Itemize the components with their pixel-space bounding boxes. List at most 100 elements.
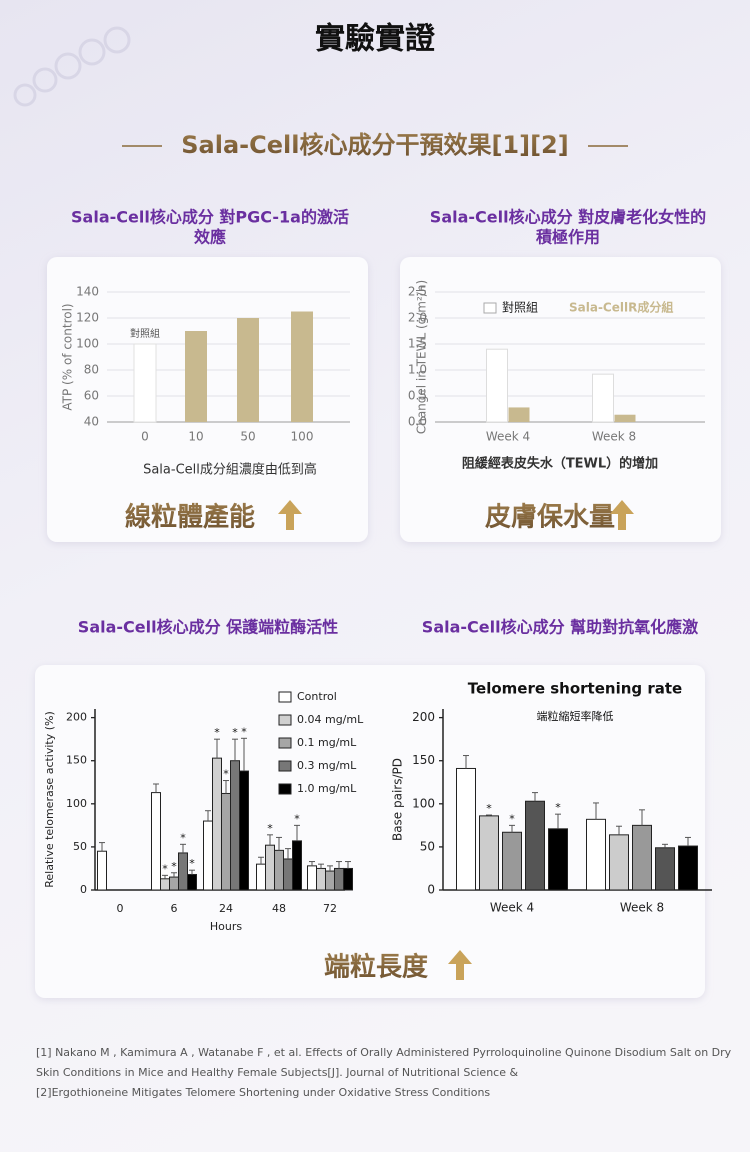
- legend-label: 0.04 mg/mL: [297, 713, 364, 726]
- x-tick-label: 48: [272, 902, 286, 915]
- significance: *: [241, 725, 247, 738]
- panel-title: Sala-Cell核心成分 對皮膚老化女性的: [430, 208, 706, 227]
- legend-label: Control: [297, 690, 337, 703]
- legend-label: 0.1 mg/mL: [297, 736, 357, 749]
- bar: [212, 757, 222, 891]
- bar: [479, 815, 499, 891]
- significance: *: [486, 802, 492, 815]
- up-arrow: [278, 500, 302, 530]
- y-axis-label: Changel in TEWL (g/m²/h): [415, 280, 429, 434]
- annotation: 對照組: [130, 327, 160, 340]
- significance: *: [171, 860, 177, 873]
- x-tick-label: 100: [291, 430, 314, 444]
- bar: [239, 770, 249, 891]
- significance: *: [189, 857, 195, 870]
- y-tick-label: 2.5: [408, 285, 427, 299]
- y-tick-label: 200: [66, 711, 87, 724]
- significance: *: [214, 726, 220, 739]
- bar: [316, 867, 326, 891]
- x-tick-label: 0: [141, 430, 149, 444]
- bar: [256, 863, 266, 891]
- bar: [678, 845, 698, 891]
- up-arrow: [448, 950, 472, 980]
- bar: [97, 850, 107, 891]
- y-tick-label: 40: [84, 415, 99, 429]
- y-tick-label: 50: [420, 839, 435, 853]
- bar: [160, 878, 170, 891]
- y-axis-label: Relative telomerase activity (%): [43, 711, 56, 888]
- bar: [230, 760, 240, 891]
- significance: *: [223, 768, 229, 781]
- bar: [221, 792, 231, 891]
- reference: Skin Conditions in Mice and Healthy Fema…: [36, 1066, 518, 1079]
- panel-title: Sala-Cell核心成分 保護端粒酶活性: [78, 618, 338, 637]
- bar: [133, 343, 157, 423]
- bar: [508, 407, 530, 422]
- bar: [237, 318, 259, 422]
- bar: [178, 852, 188, 891]
- x-tick-label: Week 4: [490, 901, 534, 915]
- legend-swatch: [278, 783, 292, 795]
- y-tick-label: 0: [80, 883, 87, 896]
- x-tick-label: Week 8: [592, 430, 636, 444]
- y-tick-label: 60: [84, 389, 99, 403]
- legend-label: 對照組: [502, 301, 538, 315]
- legend-swatch: [278, 760, 292, 772]
- decor-bubbles: [13, 26, 131, 107]
- y-tick-label: 50: [73, 840, 87, 853]
- bar: [343, 867, 353, 891]
- bar: [502, 831, 522, 891]
- panel: [400, 257, 721, 542]
- x-axis-label: 阻緩經表皮失水（TEWL）的增加: [462, 456, 658, 472]
- bar: [291, 311, 313, 422]
- highlight: 端粒長度: [324, 952, 428, 983]
- y-tick-label: 200: [412, 710, 435, 724]
- panel-title: 積極作用: [535, 228, 600, 247]
- x-tick-label: 50: [240, 430, 255, 444]
- y-tick-label: 2.0: [408, 311, 427, 325]
- legend-label: 1.0 mg/mL: [297, 782, 357, 795]
- y-axis-label: ATP (% of control): [61, 303, 75, 410]
- bar: [169, 876, 179, 891]
- y-tick-label: 140: [76, 285, 99, 299]
- chart-subtitle: 端粒縮短率降低: [537, 709, 614, 723]
- panel-title: Sala-Cell核心成分 對PGC-1a的激活: [71, 208, 349, 227]
- bar: [274, 849, 284, 891]
- x-tick-label: 0: [117, 902, 124, 915]
- bar: [456, 767, 476, 891]
- bar: [632, 824, 652, 891]
- y-tick-label: 0.5: [408, 389, 427, 403]
- significance: *: [294, 812, 300, 825]
- bar: [592, 373, 614, 423]
- legend-swatch: [278, 714, 292, 726]
- y-axis-label: Base pairs/PD: [391, 758, 405, 841]
- y-tick-label: 100: [76, 337, 99, 351]
- bar: [614, 414, 636, 422]
- panel: [47, 257, 368, 542]
- chart-title: Telomere shortening rate: [468, 680, 682, 698]
- significance: *: [232, 726, 238, 739]
- significance: *: [555, 801, 561, 814]
- bar: [283, 858, 293, 891]
- bar: [525, 800, 545, 891]
- x-tick-label: 24: [219, 902, 233, 915]
- x-tick-label: 10: [188, 430, 203, 444]
- reference: [2]Ergothioneine Mitigates Telomere Shor…: [36, 1086, 490, 1099]
- bar: [292, 840, 302, 891]
- panel-title: 效應: [194, 228, 226, 247]
- significance: *: [509, 812, 515, 825]
- x-tick-label: Week 8: [620, 901, 664, 915]
- bar: [185, 331, 207, 422]
- highlight: 線粒體產能: [125, 502, 255, 533]
- section-title: Sala-Cell核心成分干預效果[1][2]: [181, 131, 568, 159]
- panel: [35, 665, 705, 998]
- y-tick-label: 150: [412, 753, 435, 767]
- bar: [265, 844, 275, 891]
- panel-title: Sala-Cell核心成分 幫助對抗氧化應激: [422, 618, 698, 637]
- legend-label: 0.3 mg/mL: [297, 759, 357, 772]
- y-tick-label: 1.0: [408, 363, 427, 377]
- reference: [1] Nakano M , Kamimura A , Watanabe F ,…: [36, 1046, 732, 1059]
- bar: [187, 873, 197, 891]
- x-tick-label: 72: [323, 902, 337, 915]
